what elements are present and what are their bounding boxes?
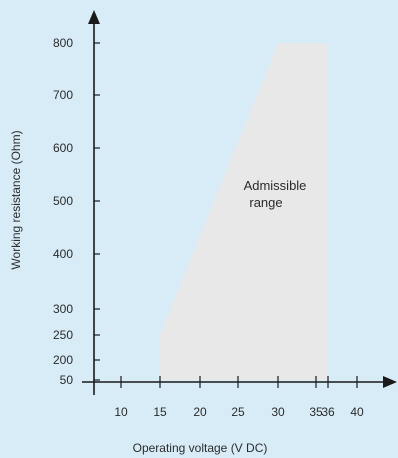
admissible-region (160, 43, 328, 380)
y-tick-label: 700 (53, 88, 73, 102)
y-tick-label: 250 (53, 328, 73, 342)
region-layer (160, 43, 328, 380)
x-tick-label: 30 (271, 405, 285, 419)
y-tick-label: 500 (53, 194, 73, 208)
x-tick-label: 36 (321, 405, 335, 419)
y-tick-label: 800 (53, 36, 73, 50)
y-tick-label: 600 (53, 141, 73, 155)
y-axis-arrow (88, 10, 100, 24)
admissible-range-label: Admissible range (244, 178, 307, 210)
y-tick-label: 200 (53, 353, 73, 367)
y-tick-label: 300 (53, 302, 73, 316)
x-axis-title: Operating voltage (V DC) (133, 441, 268, 455)
y-axis-title: Working resistance (Ohm) (9, 130, 23, 269)
y-tick-label: 400 (53, 247, 73, 261)
x-tick-label: 25 (231, 405, 245, 419)
x-tick-label: 20 (193, 405, 207, 419)
y-tick-label: 50 (60, 373, 74, 387)
x-tick-label: 40 (350, 405, 364, 419)
x-tick-label: 35 (309, 405, 323, 419)
region-label-line: Admissible (244, 178, 307, 193)
region-label-line: range (249, 195, 282, 210)
x-axis-arrow (383, 376, 397, 388)
x-tick-label: 10 (114, 405, 128, 419)
x-tick-label: 15 (153, 405, 167, 419)
axes-layer (82, 10, 397, 395)
